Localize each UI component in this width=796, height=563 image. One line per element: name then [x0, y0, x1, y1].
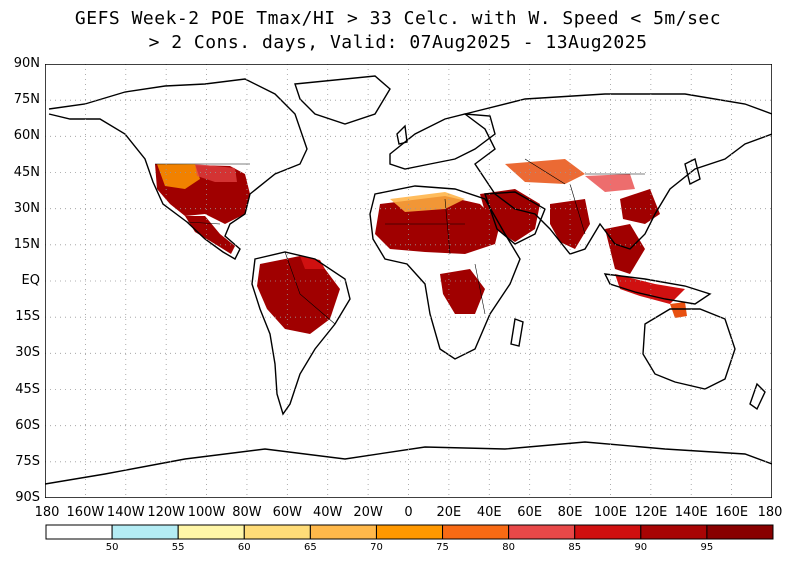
- colorbar: [45, 524, 774, 540]
- lat-label: 30S: [15, 345, 40, 361]
- lat-label: 75S: [15, 453, 40, 469]
- coastlines: [45, 75, 772, 485]
- lon-label: 60W: [272, 505, 303, 520]
- lon-label: 180: [757, 505, 783, 520]
- colorbar-tick-label: 65: [303, 542, 317, 553]
- lat-label: 45S: [15, 381, 40, 397]
- colorbar-swatch: [640, 524, 708, 540]
- map-title-line2: > 2 Cons. days, Valid: 07Aug2025 - 13Aug…: [148, 32, 648, 53]
- lon-label: 80W: [232, 505, 262, 520]
- colorbar-tick-label: 55: [171, 542, 185, 553]
- lat-label: 90S: [15, 490, 40, 505]
- lon-label: 60E: [517, 505, 543, 520]
- lon-label: 120W: [147, 505, 185, 520]
- lat-label: 60S: [15, 417, 40, 433]
- colorbar-tick-label: 90: [634, 542, 648, 553]
- lat-label: EQ: [21, 273, 40, 288]
- lon-label: 160W: [66, 505, 105, 520]
- lat-label: 90N: [13, 56, 40, 71]
- lon-label: 20E: [436, 505, 462, 520]
- lon-label: 120E: [634, 505, 668, 520]
- lat-label: 15N: [13, 236, 40, 252]
- lon-label: 40W: [313, 505, 343, 520]
- lon-label: 100W: [187, 505, 226, 520]
- colorbar-swatch: [243, 524, 311, 540]
- lat-label: 60N: [13, 128, 40, 144]
- colorbar-tick-label: 60: [237, 542, 251, 553]
- colorbar-swatch: [177, 524, 245, 540]
- colorbar-swatch: [706, 524, 774, 540]
- world-map: [45, 64, 772, 498]
- colorbar-tick-label: 75: [436, 542, 449, 553]
- colorbar-tick-label: 80: [502, 542, 515, 553]
- probability-fill: [155, 159, 687, 334]
- colorbar-tick-label: 70: [370, 542, 383, 553]
- lat-label: 75N: [13, 92, 40, 108]
- lat-label: 30N: [13, 200, 40, 216]
- colorbar-swatch: [111, 524, 179, 540]
- lon-label: 40E: [476, 505, 502, 520]
- lon-label: 0: [404, 505, 413, 520]
- graticule: [45, 64, 772, 498]
- colorbar-swatch: [508, 524, 576, 540]
- colorbar-swatch: [309, 524, 377, 540]
- lon-label: 180: [34, 505, 60, 520]
- lon-label: 100E: [593, 505, 627, 520]
- colorbar-tick-label: 95: [700, 542, 714, 553]
- colorbar-swatch: [375, 524, 444, 540]
- lon-label: 160E: [715, 505, 749, 520]
- colorbar-tick-label: 50: [105, 542, 119, 553]
- country-borders: [155, 158, 645, 325]
- lon-label: 20W: [353, 505, 383, 520]
- lon-label: 140E: [674, 505, 708, 520]
- lat-label: 45N: [13, 164, 40, 180]
- lat-label: 15S: [15, 309, 40, 325]
- colorbar-tick-label: 85: [568, 542, 582, 553]
- colorbar-swatch: [574, 524, 642, 540]
- map-title-line1: GEFS Week-2 POE Tmax/HI > 33 Celc. with …: [74, 8, 722, 29]
- lon-label: 140W: [106, 505, 145, 520]
- colorbar-swatch: [442, 524, 510, 540]
- colorbar-swatch: [45, 524, 113, 540]
- lon-label: 80E: [557, 505, 583, 520]
